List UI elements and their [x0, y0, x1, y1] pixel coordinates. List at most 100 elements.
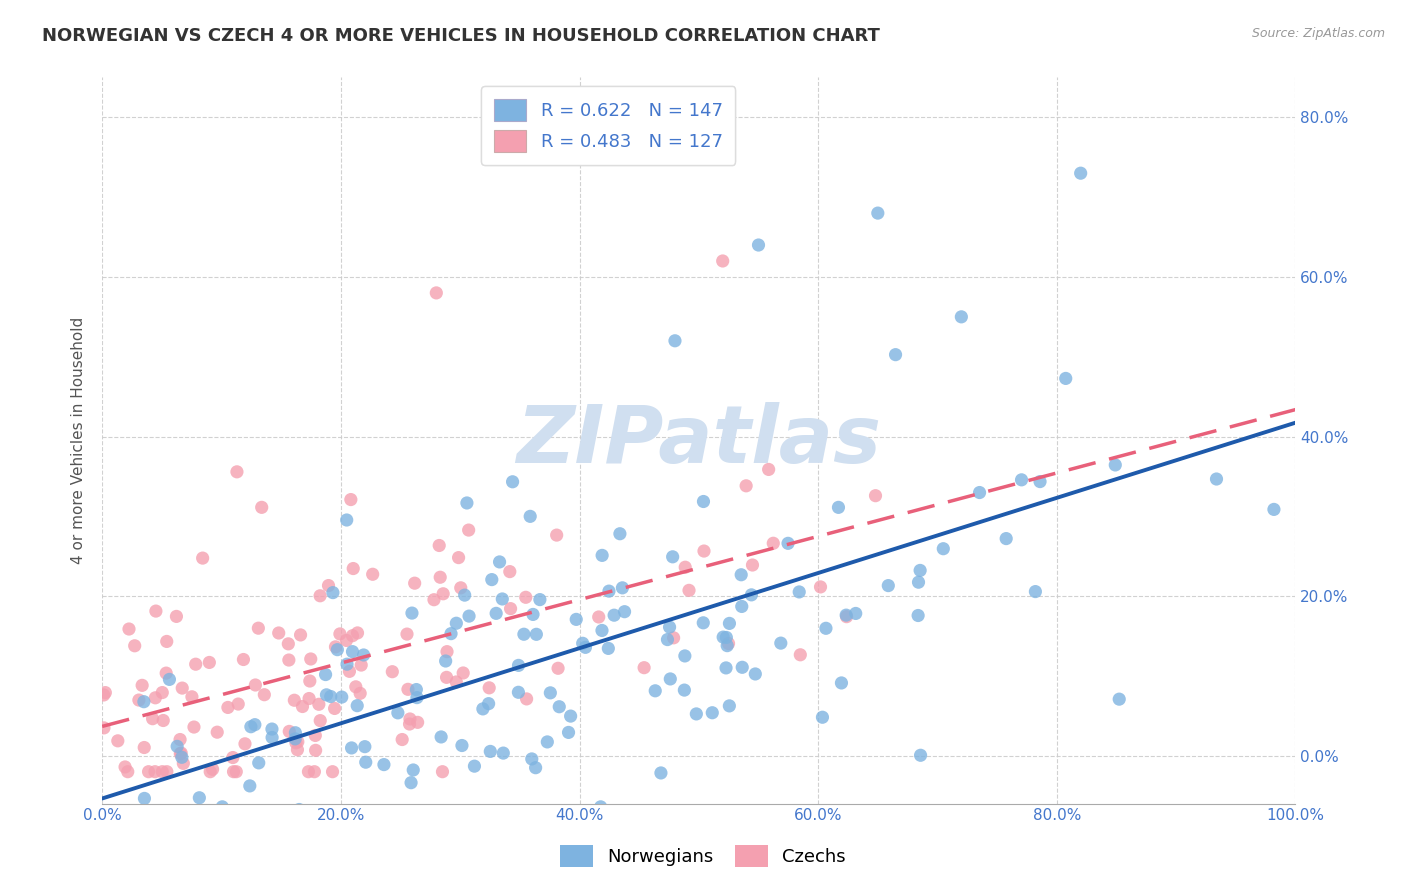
Point — [309, 714, 332, 728]
Point — [402, 763, 425, 777]
Point — [332, 813, 354, 827]
Point — [685, 706, 707, 721]
Point — [155, 666, 177, 681]
Point — [488, 555, 510, 569]
Point — [134, 740, 156, 755]
Point — [471, 702, 494, 716]
Point — [744, 667, 766, 681]
Point — [950, 310, 973, 324]
Point — [318, 578, 340, 592]
Point — [166, 739, 188, 754]
Point — [560, 709, 582, 723]
Point — [319, 690, 342, 704]
Point — [524, 627, 547, 641]
Point — [877, 579, 900, 593]
Point — [174, 813, 197, 827]
Point — [644, 683, 666, 698]
Point — [907, 575, 929, 590]
Point — [381, 665, 404, 679]
Point — [1104, 458, 1126, 472]
Point — [260, 722, 283, 736]
Point — [396, 682, 419, 697]
Point — [350, 658, 373, 673]
Point — [93, 688, 115, 702]
Point — [94, 685, 117, 699]
Point — [502, 475, 524, 489]
Point — [399, 712, 422, 726]
Point — [516, 692, 538, 706]
Point — [598, 584, 620, 599]
Point — [114, 760, 136, 774]
Point — [330, 690, 353, 704]
Point — [423, 592, 446, 607]
Point — [735, 479, 758, 493]
Point — [287, 735, 309, 749]
Point — [354, 755, 377, 769]
Point — [391, 732, 413, 747]
Point — [226, 697, 249, 711]
Point — [239, 779, 262, 793]
Point — [322, 764, 344, 779]
Point — [571, 636, 593, 650]
Point — [145, 604, 167, 618]
Point — [191, 551, 214, 566]
Point — [336, 657, 359, 672]
Point — [267, 813, 290, 827]
Point — [481, 573, 503, 587]
Point — [529, 592, 551, 607]
Point — [395, 627, 418, 641]
Point — [298, 691, 321, 706]
Point — [603, 608, 626, 623]
Point — [398, 717, 420, 731]
Point — [650, 766, 672, 780]
Point — [172, 681, 194, 695]
Point — [692, 615, 714, 630]
Point — [323, 701, 346, 715]
Point — [1070, 166, 1092, 180]
Point — [156, 764, 179, 779]
Point — [730, 567, 752, 582]
Point — [524, 761, 547, 775]
Point — [404, 576, 426, 591]
Point — [678, 583, 700, 598]
Point — [325, 640, 347, 654]
Point — [932, 541, 955, 556]
Legend: Norwegians, Czechs: Norwegians, Czechs — [553, 838, 853, 874]
Point — [702, 706, 724, 720]
Point — [152, 714, 174, 728]
Point — [633, 661, 655, 675]
Point — [290, 628, 312, 642]
Point — [711, 630, 734, 644]
Point — [222, 764, 245, 779]
Point — [1024, 584, 1046, 599]
Point — [298, 813, 321, 827]
Point — [304, 764, 326, 779]
Point — [401, 606, 423, 620]
Point — [405, 682, 427, 697]
Point — [453, 588, 475, 602]
Point — [335, 633, 357, 648]
Point — [463, 759, 485, 773]
Point — [169, 732, 191, 747]
Point — [456, 496, 478, 510]
Point — [170, 813, 193, 827]
Point — [436, 670, 458, 684]
Point — [776, 536, 799, 550]
Point — [329, 627, 352, 641]
Point — [762, 536, 785, 550]
Point — [211, 800, 233, 814]
Point — [693, 544, 716, 558]
Point — [658, 620, 681, 634]
Point — [225, 764, 247, 779]
Point — [172, 756, 194, 771]
Point — [827, 500, 849, 515]
Point — [143, 690, 166, 705]
Text: Source: ZipAtlas.com: Source: ZipAtlas.com — [1251, 27, 1385, 40]
Point — [239, 720, 262, 734]
Point — [716, 631, 738, 645]
Point — [492, 746, 515, 760]
Point — [1054, 371, 1077, 385]
Point — [156, 634, 179, 648]
Point — [536, 735, 558, 749]
Point — [478, 681, 501, 695]
